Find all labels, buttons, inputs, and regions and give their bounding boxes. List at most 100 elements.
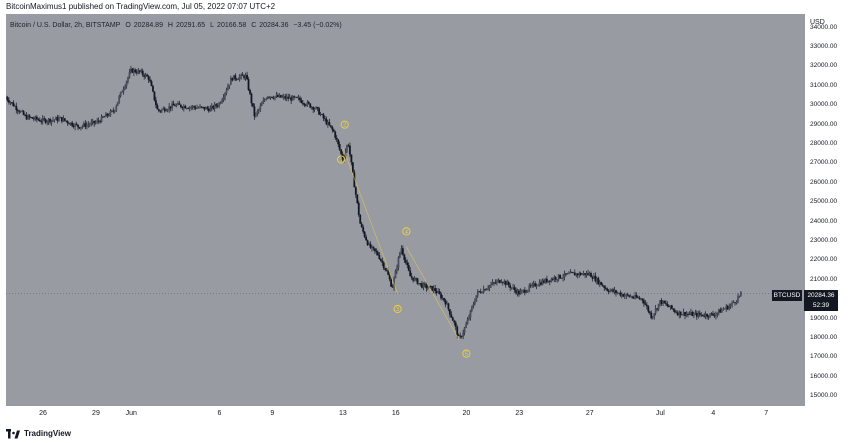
candle	[310, 106, 313, 110]
candle	[304, 103, 307, 107]
candle	[394, 269, 397, 279]
candle	[62, 115, 65, 122]
candle	[491, 279, 494, 286]
candle	[501, 281, 504, 286]
price-tick-label: 19000.00	[810, 314, 838, 322]
candle	[637, 295, 639, 299]
candle	[10, 102, 13, 105]
legend-symbol: Bitcoin / U.S. Dollar, 2h, BITSTAMP	[10, 22, 121, 29]
candle	[257, 108, 260, 115]
candle	[119, 91, 122, 98]
candle	[712, 310, 714, 317]
candle	[177, 101, 179, 106]
candle	[673, 308, 676, 314]
candle	[526, 289, 529, 293]
candle	[538, 279, 541, 287]
candle	[597, 276, 600, 286]
candle	[478, 290, 481, 293]
candle	[38, 117, 41, 122]
candle	[422, 282, 425, 291]
candle	[326, 119, 329, 128]
candle	[27, 113, 29, 121]
time-tick-label: 4	[711, 410, 716, 417]
candle	[47, 117, 50, 126]
candle	[723, 308, 726, 310]
wave-label-3[interactable]: 3	[393, 304, 402, 314]
candle	[516, 288, 519, 297]
candle	[410, 272, 413, 280]
candle	[641, 298, 644, 304]
candle	[107, 112, 110, 117]
price-axis[interactable]: USD 15000.00 16000.00 17000.00 18000.00 1900…	[805, 14, 850, 406]
candle	[490, 281, 492, 288]
wave-label-5[interactable]: 5	[462, 349, 471, 358]
candle	[115, 104, 118, 113]
candle	[391, 284, 394, 288]
candle	[541, 278, 544, 286]
candle	[548, 280, 551, 286]
candle	[656, 307, 659, 312]
candle	[77, 124, 79, 131]
candle	[523, 287, 526, 296]
candle	[150, 79, 153, 87]
candle	[28, 114, 31, 120]
candle	[460, 335, 463, 339]
candle	[275, 91, 278, 98]
time-axis[interactable]: 26 29 Jun 6 9 13 16 20 23 27 Jul 4 7	[6, 406, 805, 424]
candle	[681, 314, 684, 316]
candle	[732, 300, 735, 304]
candle	[74, 122, 76, 131]
time-tick-label: 20	[462, 410, 471, 417]
candle	[244, 72, 247, 81]
candle	[465, 321, 467, 329]
candle	[418, 283, 420, 286]
candle	[635, 292, 638, 299]
candle	[256, 109, 259, 117]
candle	[122, 86, 125, 95]
legend-close-value: 20284.36	[259, 22, 289, 29]
candle	[329, 125, 332, 129]
candle	[272, 95, 275, 100]
time-tick-label: 13	[338, 410, 347, 417]
candle	[494, 279, 497, 285]
candle	[454, 320, 457, 331]
candle	[100, 114, 103, 123]
candle	[46, 120, 49, 126]
price-chart[interactable]: 1 2 3 4 5	[6, 14, 805, 406]
candle	[59, 116, 62, 119]
candle	[175, 103, 178, 108]
candle	[6, 95, 9, 102]
candle	[221, 98, 223, 104]
wave-label-4[interactable]: 4	[402, 227, 411, 236]
candle	[372, 246, 375, 251]
candle	[401, 245, 404, 256]
candles	[6, 65, 742, 340]
candle	[18, 109, 21, 115]
candle	[94, 120, 97, 125]
wave-label-1[interactable]: 1	[337, 155, 346, 164]
candle	[165, 108, 168, 112]
candle	[566, 272, 569, 275]
chart-area[interactable]: 1 2 3 4 5	[6, 14, 805, 406]
candle	[521, 289, 523, 294]
candle	[188, 106, 191, 112]
wave-label-2[interactable]: 2	[340, 120, 349, 129]
candle	[259, 103, 262, 113]
candle	[147, 74, 150, 83]
candle	[670, 304, 673, 310]
candle	[162, 106, 165, 110]
candle	[40, 118, 43, 125]
candle	[469, 309, 472, 321]
price-tag-value: 20284.36	[804, 290, 838, 301]
candle	[706, 313, 709, 320]
candle	[620, 292, 623, 299]
candle	[441, 294, 444, 301]
candle	[692, 311, 695, 319]
candle	[667, 304, 670, 308]
price-tick-label: 28000.00	[810, 140, 838, 148]
candle	[356, 194, 359, 204]
candle	[331, 125, 334, 133]
time-tick-label: Jul	[655, 410, 665, 417]
candle	[581, 273, 584, 276]
candle	[121, 90, 124, 93]
